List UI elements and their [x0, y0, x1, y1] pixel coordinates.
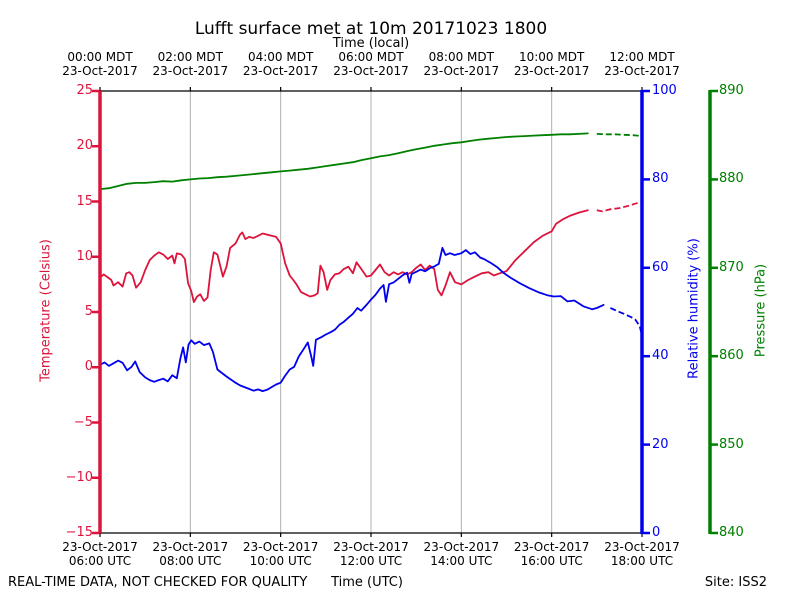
x-top-tick-date: 23-Oct-2017 [604, 64, 680, 78]
x-bottom-tick-time: 08:00 UTC [159, 554, 222, 568]
x-bottom-tick-date: 23-Oct-2017 [62, 540, 138, 554]
temperature-tick-label: 25 [76, 83, 93, 98]
temperature-line [99, 209, 589, 304]
x-top-tick-time: 10:00 MDT [518, 50, 585, 64]
x-top-tick-time: 08:00 MDT [428, 50, 494, 64]
y-right2-axis-label: Pressure (hPa) [753, 263, 769, 358]
humidity-tick-label: 100 [652, 83, 677, 98]
x-bottom-tick-date: 23-Oct-2017 [604, 540, 680, 554]
x-top-tick-time: 04:00 MDT [247, 50, 314, 64]
x-bottom-tick-date: 23-Oct-2017 [513, 540, 590, 554]
pressure-tick-label: 840 [719, 525, 744, 540]
x-top-tick-time: 00:00 MDT [67, 50, 133, 64]
pressure-line [99, 132, 589, 191]
temperature-tick-label: 15 [76, 193, 93, 209]
x-bottom-tick-date: 23-Oct-2017 [423, 540, 500, 554]
pressure-tick-label: 880 [719, 171, 744, 187]
x-bottom-tick-time: 06:00 UTC [68, 554, 132, 568]
top-axis-label: Time (local) [332, 36, 410, 51]
x-top-tick-date: 23-Oct-2017 [513, 64, 590, 78]
pressure-tick-label: 860 [719, 348, 744, 364]
x-bottom-tick-date: 23-Oct-2017 [242, 540, 319, 554]
temperature-tick-label: 0 [84, 359, 93, 375]
x-bottom-tick-time: 10:00 UTC [249, 554, 312, 568]
x-top-tick-date: 23-Oct-2017 [423, 64, 500, 78]
temperature-line-dashed [596, 200, 643, 213]
x-top-tick-time: 02:00 MDT [157, 50, 223, 64]
x-bottom-tick-date: 23-Oct-2017 [333, 540, 409, 554]
relative_humidity-line [99, 246, 605, 393]
relative_humidity-line-dashed [610, 307, 643, 337]
temperature-tick-label: −10 [65, 469, 93, 485]
x-top-tick-date: 23-Oct-2017 [242, 64, 319, 78]
temperature-tick-label: 20 [76, 138, 93, 154]
x-bottom-tick-time: 18:00 UTC [610, 554, 674, 568]
temperature-tick-label: 5 [84, 304, 93, 319]
pressure-tick-label: 850 [719, 436, 744, 452]
humidity-tick-label: 40 [652, 348, 669, 364]
x-bottom-tick-time: 14:00 UTC [430, 554, 493, 568]
y-right-axis-label: Relative humidity (%) [686, 238, 702, 379]
x-bottom-tick-time: 12:00 UTC [339, 554, 403, 568]
x-top-tick-time: 06:00 MDT [338, 50, 404, 64]
humidity-tick-label: 0 [652, 525, 661, 540]
x-top-tick-date: 23-Oct-2017 [152, 64, 229, 78]
pressure-tick-label: 870 [719, 259, 744, 275]
chart-title: Lufft surface met at 10m 20171023 1800 [194, 19, 548, 39]
x-top-tick-date: 23-Oct-2017 [333, 64, 409, 78]
temperature-tick-label: −15 [65, 525, 93, 540]
temperature-tick-label: −5 [73, 414, 93, 430]
site-label: Site: ISS2 [704, 575, 767, 590]
pressure-tick-label: 890 [719, 83, 744, 98]
pressure-line-dashed [596, 133, 643, 137]
x-top-tick-time: 12:00 MDT [609, 50, 675, 64]
x-bottom-tick-date: 23-Oct-2017 [152, 540, 229, 554]
x-bottom-tick-time: 16:00 UTC [520, 554, 583, 568]
humidity-tick-label: 80 [652, 171, 669, 187]
x-top-tick-date: 23-Oct-2017 [62, 64, 138, 78]
humidity-tick-label: 20 [652, 436, 669, 452]
temperature-tick-label: 10 [76, 248, 93, 264]
disclaimer-text: REAL-TIME DATA, NOT CHECKED FOR QUALITY [8, 575, 308, 590]
humidity-tick-label: 60 [652, 259, 669, 275]
bottom-axis-label: Time (UTC) [331, 575, 403, 590]
